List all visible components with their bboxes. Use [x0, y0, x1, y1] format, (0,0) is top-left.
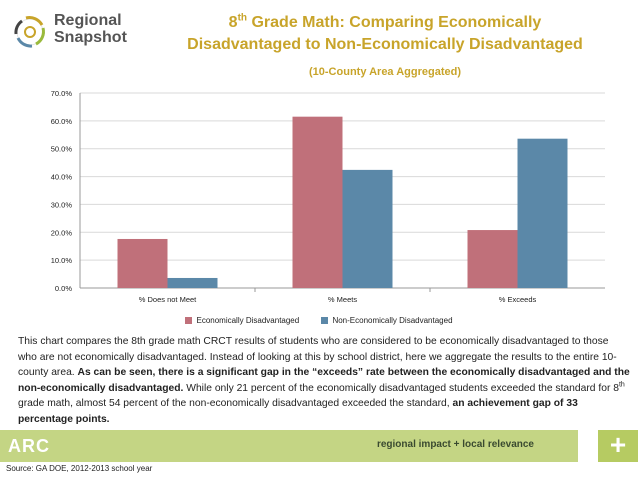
source-note: Source: GA DOE, 2012-2013 school year [6, 464, 153, 473]
desc-bold1: As can be seen, there is a significant g… [18, 367, 630, 394]
footer-tagline: regional impact + local relevance [376, 439, 534, 450]
x-tick-label: % Meets [328, 295, 357, 304]
desc-part1: This chart compares the 8th grade math C… [18, 336, 617, 379]
bar-econ-disadvantaged [467, 230, 518, 288]
bar-econ-disadvantaged [292, 116, 343, 288]
y-tick-label: 30.0% [51, 200, 73, 209]
y-tick-label: 70.0% [51, 89, 73, 98]
x-tick-label: % Does not Meet [139, 295, 197, 304]
chart-title: 8th Grade Math: Comparing Economically D… [150, 12, 620, 56]
footer-bar: ARC regional impact + local relevance [0, 430, 578, 462]
y-axis: 0.0% 10.0% 20.0% 30.0% 40.0% 50.0% 60.0% 70.0% [51, 89, 81, 293]
y-tick-label: 0.0% [55, 284, 72, 293]
title-line2: Disadvantaged to Non-Economically Disadv… [187, 36, 583, 53]
chart-subtitle: (10-County Area Aggregated) [309, 66, 461, 78]
y-tick-label: 10.0% [51, 256, 73, 265]
bars [117, 116, 568, 288]
legend-item-series2: Non-Economically Disadvantaged [321, 316, 453, 325]
brand-line2: Snapshot [54, 29, 127, 46]
plus-icon: + [598, 430, 638, 462]
legend-swatch-series2 [321, 317, 329, 324]
brand-name: Regional Snapshot [54, 12, 127, 46]
arc-logo: ARC [8, 436, 50, 456]
title-number: 8 [228, 14, 238, 31]
x-axis: % Does not Meet % Meets % Exceeds [139, 288, 537, 304]
legend-item-series1: Economically Disadvantaged [185, 316, 299, 325]
y-tick-label: 50.0% [51, 145, 73, 154]
chart-description: This chart compares the 8th grade math C… [18, 334, 630, 428]
legend-label-series2: Non-Economically Disadvantaged [332, 316, 453, 325]
desc-part3: grade math, almost 54 percent of the non… [18, 398, 453, 410]
desc-bold2: an achievement gap of 33 percentage poin… [18, 398, 578, 425]
desc-part2: While only 21 percent of the economicall… [183, 382, 619, 394]
title-part1: Grade Math: Comparing Economically [247, 14, 542, 31]
legend: Economically Disadvantaged Non-Economica… [0, 316, 638, 326]
brand-line1: Regional [54, 12, 122, 29]
bar-non-econ-disadvantaged [342, 169, 393, 288]
bar-econ-disadvantaged [117, 238, 168, 288]
title-sup: th [237, 12, 248, 24]
y-tick-label: 60.0% [51, 117, 73, 126]
desc-sup: th [618, 381, 625, 389]
legend-swatch-series1 [185, 317, 193, 324]
bar-chart: 0.0%10.0%20.0%30.0%40.0%50.0%60.0%70.0% … [51, 89, 605, 304]
bar-non-econ-disadvantaged [517, 138, 568, 288]
legend-label-series1: Economically Disadvantaged [196, 316, 300, 325]
y-tick-label: 40.0% [51, 173, 73, 182]
x-tick-label: % Exceeds [499, 295, 537, 304]
y-tick-label: 20.0% [51, 228, 73, 237]
regional-snapshot-logo [14, 16, 45, 48]
bar-non-econ-disadvantaged [167, 277, 218, 288]
